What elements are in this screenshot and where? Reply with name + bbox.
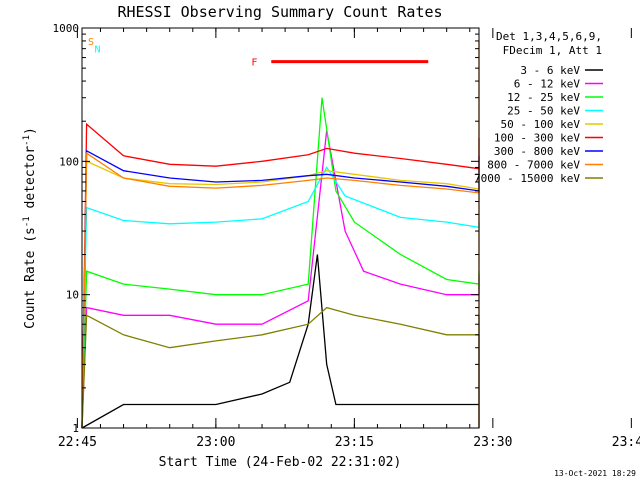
legend-header-2: FDecim 1, Att 1 <box>503 44 602 57</box>
legend-label-50-100: 50 - 100 keV <box>501 118 581 131</box>
x-tick-label-23:15: 23:15 <box>335 435 374 450</box>
series-line-800-7000 <box>81 40 480 429</box>
legend-label-3-6: 3 - 6 keV <box>520 64 580 77</box>
annotation-f: F <box>251 58 257 69</box>
legend-label-800-7000: 800 - 7000 keV <box>487 159 580 172</box>
series-line-25-50 <box>81 166 480 429</box>
annotation-n: N <box>94 45 100 56</box>
legend: Det 1,3,4,5,6,9, FDecim 1, Att 1 3 - 6 k… <box>474 30 603 185</box>
legend-label-25-50: 25 - 50 keV <box>507 105 580 118</box>
y-tick-label-1000: 1000 <box>53 22 80 35</box>
legend-label-6-12: 6 - 12 keV <box>514 78 581 91</box>
x-tick-label-23:00: 23:00 <box>196 435 235 450</box>
legend-label-7000-15000: 7000 - 15000 keV <box>474 172 580 185</box>
series-line-7000-15000 <box>81 306 480 429</box>
legend-label-300-800: 300 - 800 keV <box>494 145 580 158</box>
y-tick-label-10: 10 <box>66 289 79 302</box>
series-line-300-800 <box>81 149 480 429</box>
series-line-50-100 <box>81 160 480 429</box>
annotation-s: S <box>88 37 94 48</box>
series-line-3-6 <box>81 254 480 429</box>
y-tick-label-1: 1 <box>72 422 79 435</box>
plot-frame <box>81 27 480 429</box>
x-tick-label-23:45: 23:45 <box>612 435 640 450</box>
x-tick-label-22:45: 22:45 <box>58 435 97 450</box>
y-axis-label: Count Rate (s-1 detector-1) <box>22 127 38 329</box>
x-axis-label: Start Time (24-Feb-02 22:31:02) <box>159 455 402 470</box>
legend-label-12-25: 12 - 25 keV <box>507 91 580 104</box>
series-line-12-25 <box>81 97 480 429</box>
chart-title: RHESSI Observing Summary Count Rates <box>117 3 442 21</box>
series-line-100-300 <box>81 122 480 429</box>
y-tick-label-100: 100 <box>59 155 79 168</box>
series-line-6-12 <box>81 130 480 429</box>
footer-date: 13-Oct-2021 18:29 <box>554 469 636 478</box>
plot-layer: SN F <box>81 28 480 429</box>
legend-header-1: Det 1,3,4,5,6,9, <box>496 30 602 43</box>
legend-label-100-300: 100 - 300 keV <box>494 132 580 145</box>
y-axis: 1 10 100 1000 <box>53 22 479 435</box>
x-tick-label-23:30: 23:30 <box>473 435 512 450</box>
